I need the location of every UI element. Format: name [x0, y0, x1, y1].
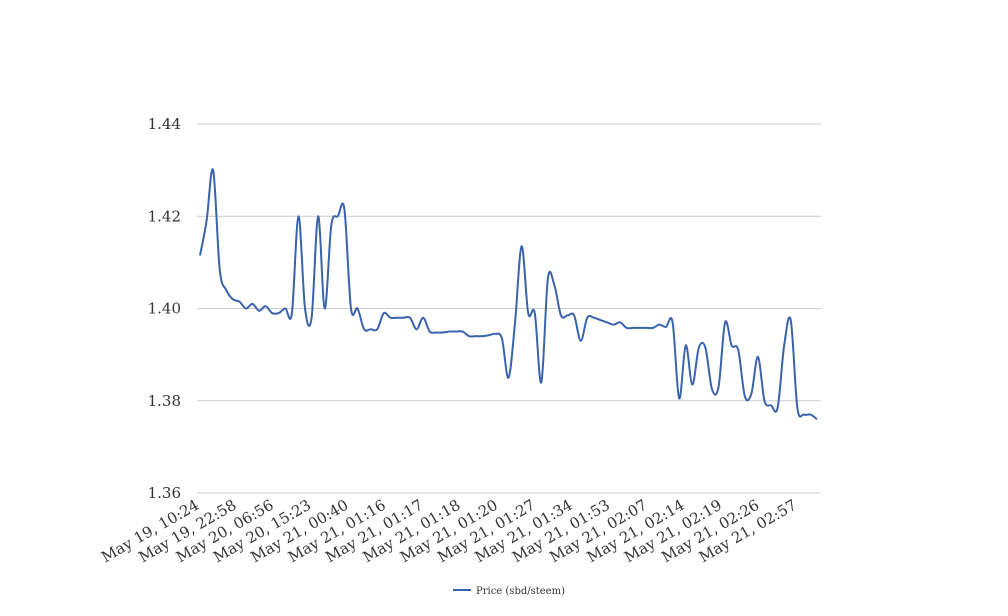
- y-tick-label: 1.44: [148, 115, 181, 133]
- legend-label: Price (sbd/steem): [476, 586, 565, 597]
- series-layer: [199, 168, 818, 421]
- gridlines: [197, 123, 821, 494]
- y-tick-label: 1.38: [148, 392, 181, 410]
- series-line: [199, 168, 818, 421]
- y-tick-label: 1.36: [148, 484, 181, 502]
- y-axis-ticks: 1.36 1.38 1.40 1.42 1.44: [148, 115, 181, 502]
- y-tick-label: 1.42: [148, 207, 181, 225]
- y-tick-label: 1.40: [148, 300, 181, 318]
- legend: Price (sbd/steem): [453, 586, 565, 597]
